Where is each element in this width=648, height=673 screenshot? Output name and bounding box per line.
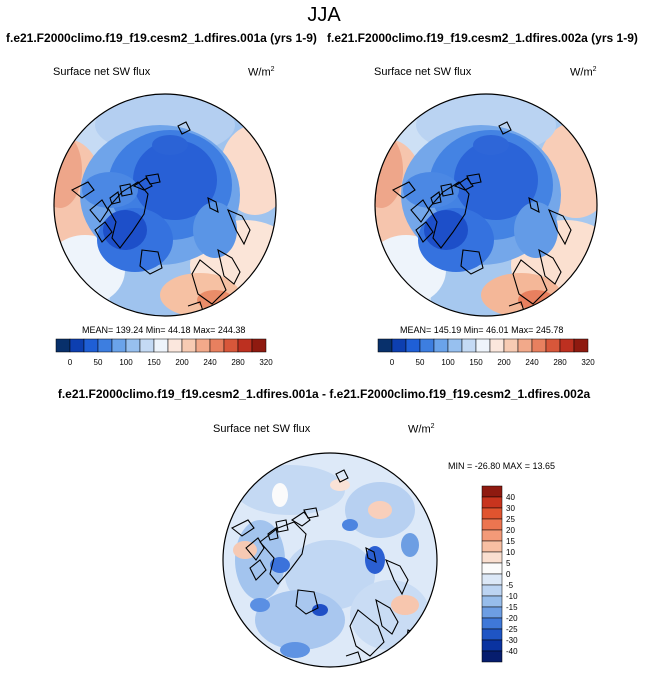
panel2-colorbar-tick-label: 200 <box>497 358 511 367</box>
panel2-colorbar-tick-label: 150 <box>469 358 483 367</box>
panel1-colorbar-tick-label: 150 <box>147 358 161 367</box>
panel2-colorbar-box <box>377 338 393 353</box>
panel2-colorbar-box <box>475 338 491 353</box>
difference-colorbar-box <box>481 562 503 575</box>
panel2-colorbar-box <box>573 338 589 353</box>
difference-colorbar-box <box>481 573 503 586</box>
difference-colorbar-tick-label: 40 <box>506 493 515 502</box>
panel1-colorbar-box <box>195 338 211 353</box>
panel2-colorbar-box <box>447 338 463 353</box>
panel2-colorbar-tick-label: 320 <box>581 358 595 367</box>
panel2-colorbar: 0 50 100 150 200 240 280 320 <box>377 338 595 367</box>
difference-colorbar-tick-label: -40 <box>506 647 518 656</box>
panel1-colorbar-tick-label: 200 <box>175 358 189 367</box>
panel2-colorbar-box <box>419 338 435 353</box>
difference-colorbar-box <box>481 518 503 531</box>
difference-colorbar-box <box>481 485 503 498</box>
panel2-colorbar-box <box>433 338 449 353</box>
difference-colorbar-tick-label: 10 <box>506 548 515 557</box>
panel1-colorbar-box <box>209 338 225 353</box>
difference-colorbar-tick-label: -5 <box>506 581 514 590</box>
panel2-variable-label: Surface net SW flux <box>374 66 472 78</box>
panel2-colorbar-box <box>489 338 505 353</box>
panel1-colorbar-tick-label: 50 <box>94 358 103 367</box>
panel1-colorbar-box <box>69 338 85 353</box>
panel1-variable-label: Surface net SW flux <box>53 66 151 78</box>
panel1-colorbar-box <box>111 338 127 353</box>
difference-colorbar-tick-label: -15 <box>506 603 518 612</box>
panel1-colorbar-box <box>97 338 113 353</box>
panel2-polar-map <box>374 93 598 317</box>
panel2-colorbar-box <box>391 338 407 353</box>
difference-colorbar-box <box>481 540 503 553</box>
panel1-case-title: f.e21.F2000climo.f19_f19.cesm2_1.dfires.… <box>6 31 317 45</box>
panel1-colorbar-box <box>167 338 183 353</box>
panel1-colorbar-box <box>55 338 71 353</box>
panel2-colorbar-tick-label: 280 <box>553 358 567 367</box>
page-title: JJA <box>307 4 341 26</box>
difference-colorbar-tick-label: 0 <box>506 570 511 579</box>
difference-colorbar: 40 30 25 20 15 10 5 0 -5 -10 -15 -20 -25 -30 -40 <box>481 485 518 663</box>
difference-polar-map <box>222 452 438 668</box>
panel1-colorbar-tick-label: 0 <box>68 358 73 367</box>
panel1-polar-map <box>53 93 277 317</box>
difference-colorbar-box <box>481 507 503 520</box>
panel2-colorbar-box <box>531 338 547 353</box>
panel1-colorbar-box <box>251 338 267 353</box>
panel2-colorbar-box <box>559 338 575 353</box>
panel1-colorbar-box <box>125 338 141 353</box>
panel2-units: W/m2 <box>570 66 597 79</box>
panel2-colorbar-box <box>405 338 421 353</box>
panel2-colorbar-tick-label: 240 <box>525 358 539 367</box>
difference-colorbar-tick-label: -30 <box>506 636 518 645</box>
difference-units: W/m2 <box>408 423 435 436</box>
panel1-colorbar-box <box>139 338 155 353</box>
panel1-colorbar-tick-label: 320 <box>259 358 273 367</box>
difference-colorbar-tick-label: 15 <box>506 537 515 546</box>
panel1-colorbar-tick-label: 100 <box>119 358 133 367</box>
panel1-colorbar-tick-label: 240 <box>203 358 217 367</box>
panel2-case-title: f.e21.F2000climo.f19_f19.cesm2_1.dfires.… <box>327 31 638 45</box>
difference-colorbar-tick-label: 5 <box>506 559 511 568</box>
panel2-colorbar-box <box>517 338 533 353</box>
panel2-colorbar-tick-label: 100 <box>441 358 455 367</box>
panel2-colorbar-box <box>461 338 477 353</box>
difference-title: f.e21.F2000climo.f19_f19.cesm2_1.dfires.… <box>57 387 591 401</box>
difference-colorbar-box <box>481 650 503 663</box>
difference-colorbar-tick-label: -25 <box>506 625 518 634</box>
panel1-colorbar-box <box>237 338 253 353</box>
panel2-colorbar-tick-label: 50 <box>416 358 425 367</box>
panel1-colorbar-box <box>223 338 239 353</box>
panel1-colorbar-tick-label: 280 <box>231 358 245 367</box>
panel1-colorbar-box <box>181 338 197 353</box>
difference-colorbar-box <box>481 496 503 509</box>
panel2-colorbar-box <box>503 338 519 353</box>
difference-colorbar-box <box>481 551 503 564</box>
difference-colorbar-box <box>481 639 503 652</box>
difference-colorbar-box <box>481 529 503 542</box>
panel2-stats: MEAN= 145.19 Min= 46.01 Max= 245.78 <box>400 325 564 335</box>
panel1-units: W/m2 <box>248 66 275 79</box>
panel1-colorbar-box <box>83 338 99 353</box>
difference-colorbar-box <box>481 628 503 641</box>
difference-colorbar-tick-label: 25 <box>506 515 515 524</box>
panel2-colorbar-box <box>545 338 561 353</box>
panel2-colorbar-tick-label: 0 <box>390 358 395 367</box>
difference-colorbar-tick-label: -20 <box>506 614 518 623</box>
difference-colorbar-box <box>481 606 503 619</box>
difference-colorbar-tick-label: 30 <box>506 504 515 513</box>
panel1-colorbar: 0 50 100 150 200 240 280 320 <box>55 338 273 367</box>
difference-stats: MIN = -26.80 MAX = 13.65 <box>448 461 556 471</box>
difference-colorbar-box <box>481 595 503 608</box>
panel1-stats: MEAN= 139.24 Min= 44.18 Max= 244.38 <box>82 325 246 335</box>
panel1-colorbar-box <box>153 338 169 353</box>
difference-colorbar-tick-label: 20 <box>506 526 515 535</box>
difference-colorbar-tick-label: -10 <box>506 592 518 601</box>
difference-colorbar-box <box>481 617 503 630</box>
difference-variable-label: Surface net SW flux <box>213 423 311 435</box>
difference-colorbar-box <box>481 584 503 597</box>
